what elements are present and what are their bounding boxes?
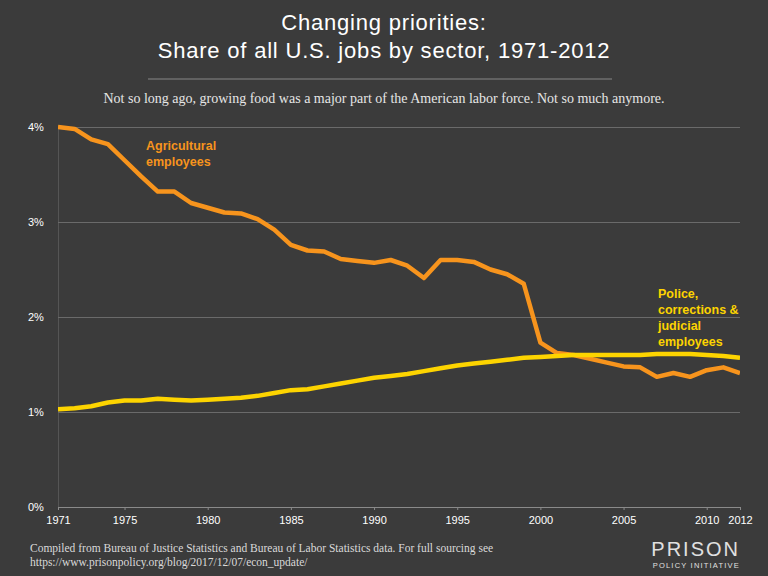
grid-line — [58, 317, 740, 318]
y-tick-label: 1% — [28, 406, 44, 418]
x-axis: 1971 1975 1980 1985 1990 1995 2000 2005 2010 2012 — [46, 507, 752, 526]
x-tick-mark — [291, 507, 292, 510]
x-tick-label: 1995 — [445, 514, 469, 526]
x-tick: 2005 — [612, 507, 636, 526]
x-tick: 2000 — [529, 507, 553, 526]
y-tick: 4% — [28, 121, 740, 133]
x-tick: 1980 — [196, 507, 220, 526]
y-tick: 3% — [28, 216, 740, 228]
y-tick-label: 3% — [28, 216, 44, 228]
y-tick: 2% — [28, 311, 740, 323]
series-line — [58, 127, 740, 377]
x-tick-label: 1971 — [46, 514, 70, 526]
x-tick: 1990 — [362, 507, 386, 526]
y-tick: 1% — [28, 406, 740, 418]
source-note: https://www.prisonpolicy.org/blog/2017/1… — [30, 556, 308, 569]
x-tick-label: 2010 — [695, 514, 719, 526]
x-tick-mark — [58, 507, 59, 510]
logo-sub: POLICY INITIATIVE — [653, 561, 740, 570]
x-tick: 1995 — [445, 507, 469, 526]
background — [0, 0, 768, 576]
y-axis: 0% 1% 2% 3% 4% — [28, 121, 740, 513]
chart: Changing priorities: Share of all U.S. jo… — [0, 0, 768, 576]
x-tick-label: 2012 — [728, 514, 752, 526]
subtitle: Not so long ago, growing food was a majo… — [103, 91, 664, 106]
x-tick-label: 1980 — [196, 514, 220, 526]
grid-line — [58, 507, 740, 508]
series-line — [58, 354, 740, 409]
title-rule — [148, 79, 612, 80]
x-tick-mark — [374, 507, 375, 510]
y-tick-label: 4% — [28, 121, 44, 133]
x-tick-mark — [740, 507, 741, 510]
series-label: Police,corrections &judicialemployees — [657, 287, 739, 349]
x-tick-mark — [125, 507, 126, 510]
title: Changing priorities: — [281, 10, 487, 35]
x-tick-mark — [457, 507, 458, 510]
logo: PRISON — [651, 538, 740, 560]
grid-line — [58, 412, 740, 413]
y-tick-label: 2% — [28, 311, 44, 323]
y-tick-label: 0% — [28, 501, 44, 513]
x-tick: 1975 — [113, 507, 137, 526]
title: Share of all U.S. jobs by sector, 1971-2… — [158, 38, 611, 63]
x-tick-mark — [707, 507, 708, 510]
x-tick-mark — [540, 507, 541, 510]
x-tick-label: 2005 — [612, 514, 636, 526]
y-tick: 0% — [28, 501, 740, 513]
plot-area — [58, 127, 740, 409]
x-tick: 1971 — [46, 507, 70, 526]
x-tick-mark — [624, 507, 625, 510]
source-note: Compiled from Bureau of Justice Statisti… — [30, 542, 493, 555]
x-tick-label: 1975 — [113, 514, 137, 526]
grid-line — [58, 222, 740, 223]
x-axis-line — [59, 507, 741, 508]
x-tick: 1985 — [279, 507, 303, 526]
x-tick-mark — [208, 507, 209, 510]
x-tick: 2010 — [695, 507, 719, 526]
grid-line — [58, 127, 740, 128]
x-tick-label: 1985 — [279, 514, 303, 526]
series-label: Agriculturalemployees — [146, 139, 216, 169]
x-tick-label: 1990 — [362, 514, 386, 526]
x-tick: 2012 — [728, 507, 752, 526]
x-tick-label: 2000 — [529, 514, 553, 526]
